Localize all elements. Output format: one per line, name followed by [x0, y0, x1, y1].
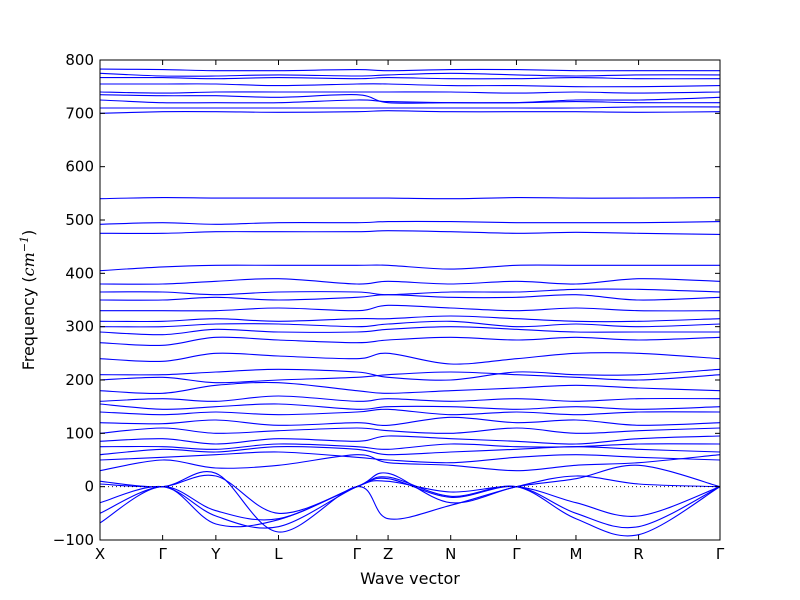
phonon-band-26: [99, 288, 721, 296]
x-tick-label: N: [445, 545, 456, 563]
phonon-band-2: [99, 477, 721, 529]
x-tick-label: Γ: [716, 545, 725, 563]
phonon-band-31: [99, 197, 721, 200]
x-tick-label: M: [569, 545, 582, 563]
phonon-band-39: [99, 72, 721, 77]
y-tick-label: 800: [65, 51, 94, 69]
x-tick-label: Z: [383, 545, 393, 563]
y-tick-label: 600: [65, 158, 94, 176]
x-tick-label: L: [274, 545, 283, 563]
phonon-band-13: [99, 408, 721, 416]
phonon-band-6: [99, 454, 721, 472]
x-axis-label: Wave vector: [360, 569, 460, 588]
series-layer: [99, 68, 721, 537]
phonon-band-27: [99, 278, 721, 285]
y-tick-label: 500: [65, 211, 94, 229]
y-tick-label: 300: [65, 318, 94, 336]
phonon-band-40: [99, 68, 720, 72]
phonon-band-29: [99, 230, 721, 235]
phonon-band-8: [99, 446, 721, 456]
phonon-band-10: [99, 435, 721, 445]
phonon-band-21: [99, 326, 720, 336]
phonon-band-24: [100, 304, 721, 312]
phonon-band-1: [99, 480, 721, 529]
x-tick-label: R: [633, 545, 643, 563]
phonon-band-25: [99, 294, 721, 301]
y-tick-label: 0: [84, 478, 94, 496]
phonon-band-7: [99, 451, 721, 464]
y-tick-label: −100: [53, 531, 94, 549]
phonon-band-5: [99, 464, 721, 514]
phonon-band-15: [99, 395, 721, 402]
plot-frame: [99, 59, 721, 541]
y-tick-label: 700: [65, 104, 94, 122]
phonon-band-18: [99, 368, 721, 381]
phonon-band-28: [99, 264, 720, 272]
phonon-band-38: [99, 76, 721, 80]
phonon-band-19: [99, 352, 721, 365]
phonon-band-23: [99, 315, 721, 323]
phonon-band-30: [99, 220, 721, 225]
y-axis-label-text: Frequency: [19, 288, 38, 371]
x-tick-label: Γ: [353, 545, 362, 563]
y-axis-label: Frequency (cm−1): [18, 230, 39, 371]
x-tick-label: Y: [210, 545, 221, 563]
y-tick-label: 100: [65, 424, 94, 442]
y-axis-unit: cm: [19, 252, 38, 276]
phonon-band-35: [99, 93, 721, 104]
phonon-band-3: [99, 476, 721, 537]
x-tick-label: Γ: [158, 545, 167, 563]
phonon-band-33: [99, 106, 721, 109]
phonon-band-36: [99, 91, 721, 94]
y-axis-unit-exponent: −1: [18, 236, 31, 252]
x-tick-label: X: [95, 545, 105, 563]
phonon-band-37: [100, 83, 721, 88]
phonon-band-16: [99, 381, 721, 395]
y-tick-label: 400: [65, 264, 94, 282]
phonon-band-14: [99, 403, 721, 410]
phonon-band-20: [99, 336, 721, 347]
y-axis-ticks: −100 0 100 200 300 400 500 600 700 800: [53, 51, 720, 549]
y-tick-label: 200: [65, 371, 94, 389]
phonon-band-4: [99, 471, 721, 533]
plot-area: [99, 68, 721, 537]
phonon-band-22: [99, 320, 721, 328]
phonon-band-17: [99, 371, 721, 384]
x-tick-label: Γ: [512, 545, 521, 563]
phonon-band-11: [99, 427, 721, 434]
phonon-band-32: [99, 110, 721, 114]
phonon-band-9: [99, 443, 721, 450]
phonon-band-34: [99, 99, 721, 104]
phonon-band-12: [99, 416, 721, 426]
